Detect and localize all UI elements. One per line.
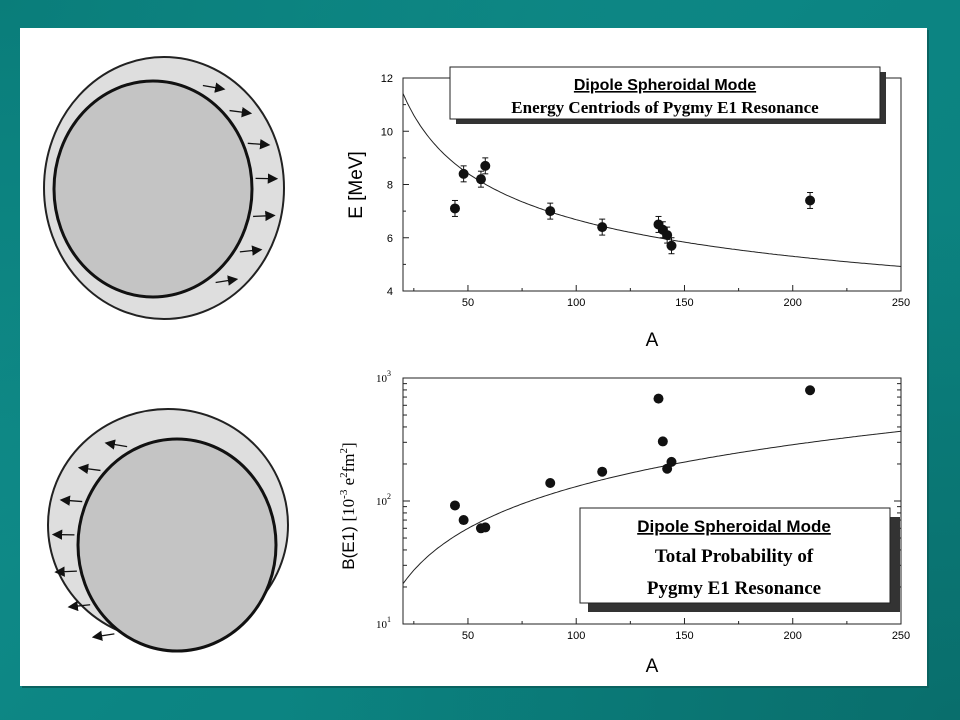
- legend-line3-bottom: Pygmy E1 Resonance: [647, 578, 821, 599]
- data-point-energy: [666, 240, 677, 251]
- y-tick-label-top: 4: [387, 286, 393, 298]
- y-tick-label-top: 12: [381, 73, 393, 85]
- inner-core-top: [52, 79, 254, 299]
- nucleus-diagram-top: [43, 56, 285, 320]
- data-point-energy: [449, 203, 460, 214]
- nucleus-diagram-bottom: [47, 408, 289, 653]
- displacement-arrow-icon: [229, 106, 253, 118]
- data-point-energy: [597, 222, 608, 233]
- legend-title-bottom: Dipole Spheroidal Mode: [637, 517, 831, 536]
- y-tick-label-bottom: 103: [376, 369, 391, 385]
- data-point-probability: [545, 478, 556, 489]
- legend-subtitle-top: Energy Centriods of Pygmy E1 Resonance: [511, 98, 819, 117]
- legend-box-top: [449, 66, 881, 120]
- x-tick-label-top: 100: [567, 297, 585, 309]
- energy-chart: 50 100 150 200 250 4 6 8 10 12 Dipole Spheroidal…: [346, 66, 910, 351]
- arrows-bottom: [51, 439, 128, 641]
- displacement-arrow-icon: [253, 210, 276, 222]
- x-tick-label-top: 50: [462, 297, 474, 309]
- x-tick-label-top: 250: [892, 297, 910, 309]
- displacement-arrow-icon: [247, 139, 271, 150]
- data-point-energy: [805, 195, 816, 206]
- x-tick-label-bottom: 100: [567, 630, 585, 642]
- displacement-arrow-icon: [91, 630, 115, 641]
- data-point-energy: [662, 230, 673, 241]
- x-tick-label-bottom: 50: [462, 630, 474, 642]
- fit-curve-top: [402, 93, 902, 267]
- data-point-probability: [657, 436, 668, 447]
- displacement-arrow-icon: [59, 495, 83, 506]
- x-tick-label-bottom: 250: [892, 630, 910, 642]
- x-tick-label-bottom: 200: [784, 630, 802, 642]
- x-axis-label-bottom: A: [646, 656, 659, 677]
- data-point-probability: [458, 515, 469, 526]
- data-point-energy: [458, 168, 469, 179]
- displacement-arrow-icon: [104, 439, 128, 450]
- probability-chart: 50 100 150 200 250 101 102 103 Dipole Spheroid…: [338, 369, 910, 677]
- legend-line2-bottom: Total Probability of: [655, 546, 814, 567]
- data-point-probability: [666, 456, 677, 467]
- displacement-arrow-icon: [215, 275, 239, 286]
- y-tick-label-top: 10: [381, 126, 393, 138]
- y-axis-label-bottom: B(E1) [10-3 e2fm2]: [338, 442, 358, 569]
- displacement-arrow-icon: [54, 566, 77, 577]
- y-axis-label-top: E [MeV]: [346, 151, 367, 219]
- y-tick-label-bottom: 102: [376, 492, 391, 508]
- legend-box-bottom: [579, 507, 891, 604]
- data-point-energy: [480, 160, 491, 171]
- arrows-top: [202, 82, 279, 286]
- data-point-energy: [475, 174, 486, 185]
- displacement-arrow-icon: [239, 245, 263, 256]
- data-point-energy: [545, 206, 556, 217]
- y-tick-label-top: 6: [387, 233, 393, 245]
- legend-title-top: Dipole Spheroidal Mode: [574, 77, 756, 94]
- displacement-arrow-icon: [67, 600, 91, 612]
- x-tick-label-top: 200: [784, 297, 802, 309]
- data-point-probability: [480, 522, 491, 533]
- displacement-arrow-icon: [202, 82, 226, 93]
- data-point-probability: [449, 500, 460, 511]
- fit-curve-bottom: [402, 430, 902, 585]
- inner-core-bottom: [76, 437, 278, 653]
- y-tick-label-top: 8: [387, 180, 393, 192]
- x-axis-label-top: A: [646, 330, 659, 351]
- data-point-probability: [805, 385, 816, 396]
- displacement-arrow-icon: [77, 463, 101, 475]
- slide-content: 50 100 150 200 250 4 6 8 10 12 Dipole Spheroidal…: [20, 28, 927, 686]
- data-point-probability: [597, 466, 608, 477]
- x-tick-label-top: 150: [675, 297, 693, 309]
- data-point-probability: [653, 393, 664, 404]
- x-tick-label-bottom: 150: [675, 630, 693, 642]
- y-tick-label-bottom: 101: [376, 615, 391, 631]
